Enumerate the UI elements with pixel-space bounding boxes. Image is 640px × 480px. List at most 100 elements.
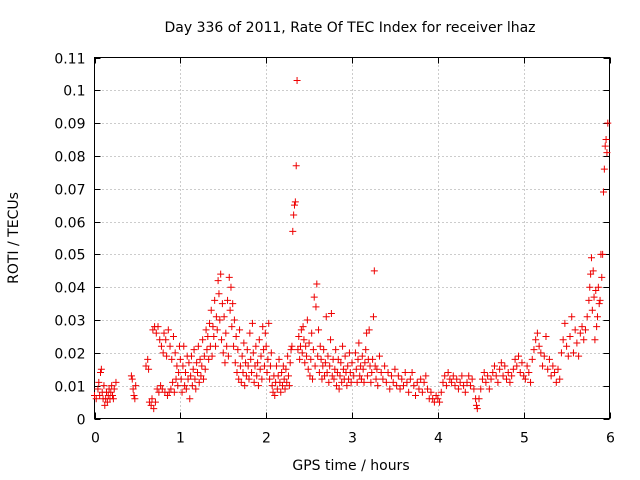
- data-point: [485, 385, 493, 393]
- data-point: [212, 342, 220, 350]
- data-point: [256, 365, 264, 373]
- data-point: [145, 365, 153, 373]
- data-point: [336, 372, 344, 380]
- data-point: [250, 378, 258, 386]
- data-point: [222, 329, 230, 337]
- data-points: [91, 76, 612, 413]
- data-point: [387, 372, 395, 380]
- data-point: [540, 352, 548, 360]
- data-point: [369, 313, 377, 321]
- data-point: [549, 362, 557, 370]
- data-point: [432, 392, 440, 400]
- data-point: [272, 362, 280, 370]
- data-point: [289, 227, 297, 235]
- data-point: [247, 355, 255, 363]
- data-point: [528, 355, 536, 363]
- data-point: [281, 385, 289, 393]
- data-point: [109, 395, 117, 403]
- data-point: [190, 346, 198, 354]
- data-point: [285, 382, 293, 390]
- data-point: [489, 369, 497, 377]
- data-point: [288, 342, 296, 350]
- data-point: [204, 332, 212, 340]
- data-point: [487, 375, 495, 383]
- data-point: [545, 355, 553, 363]
- data-point: [310, 293, 318, 301]
- data-point: [265, 319, 273, 327]
- data-point: [585, 296, 593, 304]
- data-point: [269, 388, 277, 396]
- data-point: [301, 359, 309, 367]
- data-point: [494, 378, 502, 386]
- data-point: [468, 375, 476, 383]
- data-point: [188, 382, 196, 390]
- data-point: [284, 352, 292, 360]
- data-point: [209, 323, 217, 331]
- data-point: [290, 211, 298, 219]
- data-point: [412, 392, 420, 400]
- data-point: [240, 339, 248, 347]
- data-point: [578, 323, 586, 331]
- data-point: [586, 283, 594, 291]
- data-point: [470, 385, 478, 393]
- data-point: [356, 372, 364, 380]
- data-point: [246, 329, 254, 337]
- data-point: [307, 355, 315, 363]
- data-point: [261, 329, 269, 337]
- data-point: [463, 378, 471, 386]
- data-point: [444, 369, 452, 377]
- data-point: [316, 342, 324, 350]
- data-point: [484, 372, 492, 380]
- data-point: [321, 359, 329, 367]
- data-point: [226, 306, 234, 314]
- x-tick-label: 3: [348, 431, 357, 447]
- data-point: [516, 369, 524, 377]
- data-point: [552, 378, 560, 386]
- data-point: [271, 392, 279, 400]
- data-point: [107, 388, 115, 396]
- data-point: [439, 378, 447, 386]
- data-point: [389, 378, 397, 386]
- data-point: [248, 369, 256, 377]
- data-point: [535, 342, 543, 350]
- data-point: [454, 385, 462, 393]
- data-point: [527, 378, 535, 386]
- y-tick-label: 0.07: [54, 183, 85, 199]
- data-point: [420, 378, 428, 386]
- data-point: [199, 336, 207, 344]
- data-point: [327, 309, 335, 317]
- data-point: [547, 372, 555, 380]
- data-point: [405, 388, 413, 396]
- data-point: [274, 372, 282, 380]
- y-tick-label: 0.1: [63, 84, 85, 100]
- data-point: [449, 372, 457, 380]
- data-point: [257, 352, 265, 360]
- data-point: [200, 375, 208, 383]
- data-point: [163, 352, 171, 360]
- data-point: [379, 375, 387, 383]
- data-point: [100, 382, 108, 390]
- data-point: [278, 369, 286, 377]
- data-point: [275, 355, 283, 363]
- data-point: [456, 378, 464, 386]
- data-point: [473, 405, 481, 413]
- y-tick-label: 0.11: [54, 52, 85, 68]
- data-point: [208, 352, 216, 360]
- y-tick-label: 0.01: [54, 380, 85, 396]
- data-point: [575, 352, 583, 360]
- data-point: [308, 329, 316, 337]
- y-tick-label: 0: [77, 413, 86, 429]
- data-point: [599, 250, 607, 258]
- data-point: [330, 375, 338, 383]
- data-point: [403, 378, 411, 386]
- data-point: [365, 326, 373, 334]
- data-point: [539, 362, 547, 370]
- data-point: [337, 359, 345, 367]
- data-point: [497, 359, 505, 367]
- data-point: [559, 336, 567, 344]
- data-point: [132, 382, 140, 390]
- data-point: [398, 375, 406, 383]
- data-point: [354, 355, 362, 363]
- data-point: [591, 336, 599, 344]
- data-point: [523, 362, 531, 370]
